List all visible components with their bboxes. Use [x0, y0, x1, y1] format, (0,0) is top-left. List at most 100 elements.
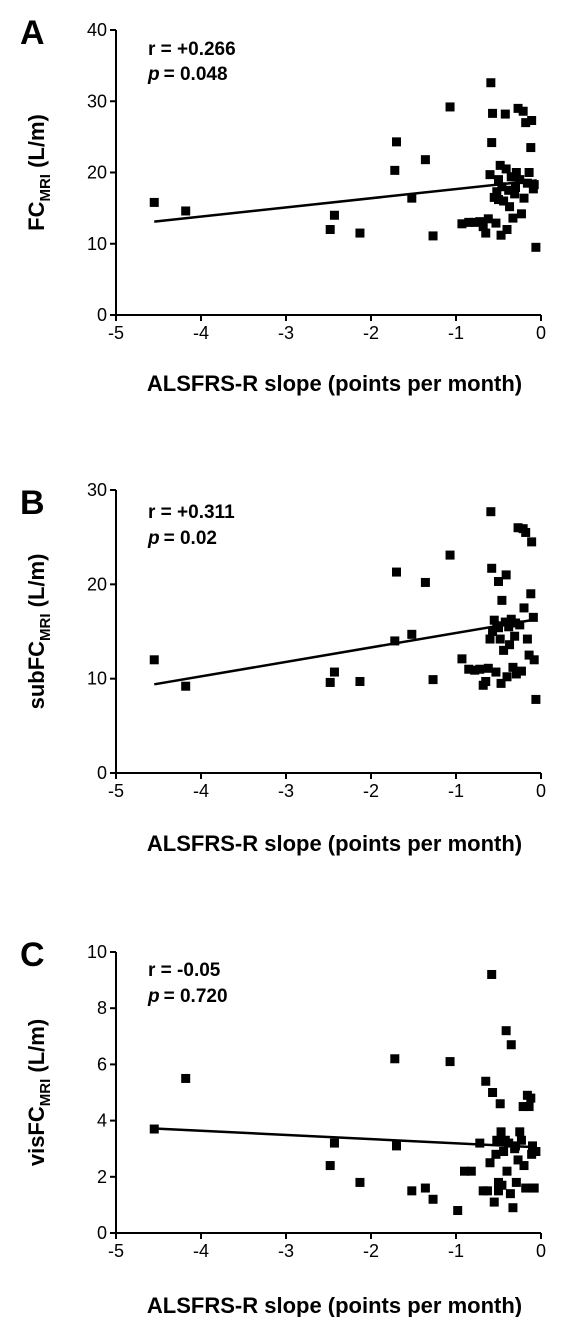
y-axis-title-prefix: visFC: [24, 1106, 49, 1166]
y-axis-title-prefix: FC: [24, 201, 49, 230]
data-point: [519, 193, 529, 203]
data-point: [464, 217, 474, 227]
x-tick-label: -2: [363, 1241, 379, 1261]
stat-r-value: r = -0.05: [148, 960, 221, 981]
data-point: [527, 537, 537, 547]
data-point: [510, 631, 520, 641]
x-tick-label: -1: [448, 1241, 464, 1261]
data-point: [506, 172, 516, 182]
y-tick-label: 2: [97, 1167, 107, 1187]
y-axis-title-suffix: (L/m): [24, 554, 49, 614]
y-axis-title-subscript: MRI: [37, 174, 54, 202]
data-point: [492, 187, 502, 197]
data-point: [478, 222, 488, 232]
data-point: [508, 662, 518, 672]
data-point: [181, 206, 191, 216]
data-point: [531, 242, 541, 252]
y-tick-label: 30: [87, 91, 107, 111]
data-point: [518, 1102, 528, 1112]
data-point: [511, 669, 521, 679]
y-tick-label: 8: [97, 998, 107, 1018]
data-point: [495, 1099, 505, 1109]
data-point: [325, 677, 335, 687]
data-point: [531, 1147, 541, 1157]
data-point: [501, 570, 511, 580]
data-point: [496, 678, 506, 688]
data-point: [495, 160, 505, 170]
y-axis-title: FCMRI (L/m): [24, 114, 54, 231]
regression-line: [154, 618, 537, 686]
data-point: [496, 230, 506, 240]
data-point: [392, 1141, 401, 1151]
data-point: [488, 1088, 498, 1097]
data-point: [392, 137, 401, 147]
data-point: [504, 622, 514, 632]
data-point: [494, 577, 503, 587]
data-point: [390, 636, 400, 646]
x-tick-label: -4: [193, 323, 209, 343]
data-point: [149, 1124, 159, 1134]
x-tick-label: -3: [278, 323, 294, 343]
data-point: [485, 634, 495, 644]
data-point: [511, 1141, 520, 1151]
panel-letter: B: [20, 484, 45, 522]
y-axis-title: subFCMRI (L/m): [24, 554, 54, 710]
data-point: [486, 507, 496, 517]
data-point: [526, 1093, 536, 1103]
data-point: [494, 1186, 503, 1196]
data-point: [149, 655, 159, 665]
data-point: [457, 654, 467, 664]
data-point: [511, 618, 520, 628]
x-axis-title: ALSFRS-R slope (points per month): [147, 371, 522, 396]
stat-r-value: r = +0.266: [148, 39, 236, 60]
data-point: [329, 1138, 339, 1148]
data-point: [505, 640, 515, 650]
y-tick-label: 10: [87, 942, 107, 962]
x-tick-label: 0: [536, 781, 546, 801]
data-point: [499, 1147, 509, 1157]
x-tick-label: -5: [108, 1241, 124, 1261]
data-point: [492, 1135, 502, 1145]
data-point: [522, 634, 532, 644]
stat-p-value: p = 0.02: [147, 528, 217, 549]
y-axis-title-suffix: (L/m): [24, 114, 49, 174]
data-point: [506, 1040, 516, 1050]
y-axis-title-subscript: MRI: [37, 613, 54, 641]
data-point: [499, 196, 509, 206]
data-point: [497, 595, 507, 605]
data-point: [482, 1186, 492, 1196]
data-point: [390, 1054, 400, 1064]
data-point: [502, 672, 512, 682]
data-point: [513, 523, 523, 533]
data-point: [496, 1127, 506, 1137]
data-point: [457, 219, 467, 229]
data-point: [489, 615, 499, 625]
data-point: [453, 1206, 463, 1216]
data-point: [428, 231, 438, 241]
y-axis-title-suffix: (L/m): [24, 1019, 49, 1079]
data-point: [527, 115, 537, 125]
data-point: [524, 650, 534, 660]
data-point: [487, 563, 497, 573]
x-tick-label: -4: [193, 781, 209, 801]
stat-p-label: p: [147, 64, 160, 85]
data-point: [505, 202, 515, 212]
stat-p-label: p: [147, 986, 160, 1007]
data-point: [149, 197, 159, 207]
data-point: [494, 195, 503, 205]
data-point: [428, 675, 438, 685]
data-point: [491, 218, 501, 228]
data-point: [485, 1158, 495, 1168]
data-point: [497, 1180, 507, 1190]
y-tick-label: 30: [87, 480, 107, 500]
data-point: [491, 1149, 501, 1159]
regression-line: [154, 179, 537, 223]
chart-panel-c: C 0 2 4 6 8 10 -5 -4 -3 -2 -1 0 ALSFRS-R slope (point…: [20, 936, 546, 1317]
x-tick-label: -4: [193, 1241, 209, 1261]
data-point: [504, 1138, 514, 1148]
data-point: [420, 1183, 430, 1193]
y-tick-label: 4: [97, 1111, 107, 1131]
y-tick-label: 6: [97, 1054, 107, 1074]
data-point: [519, 603, 529, 613]
data-point: [487, 969, 497, 979]
